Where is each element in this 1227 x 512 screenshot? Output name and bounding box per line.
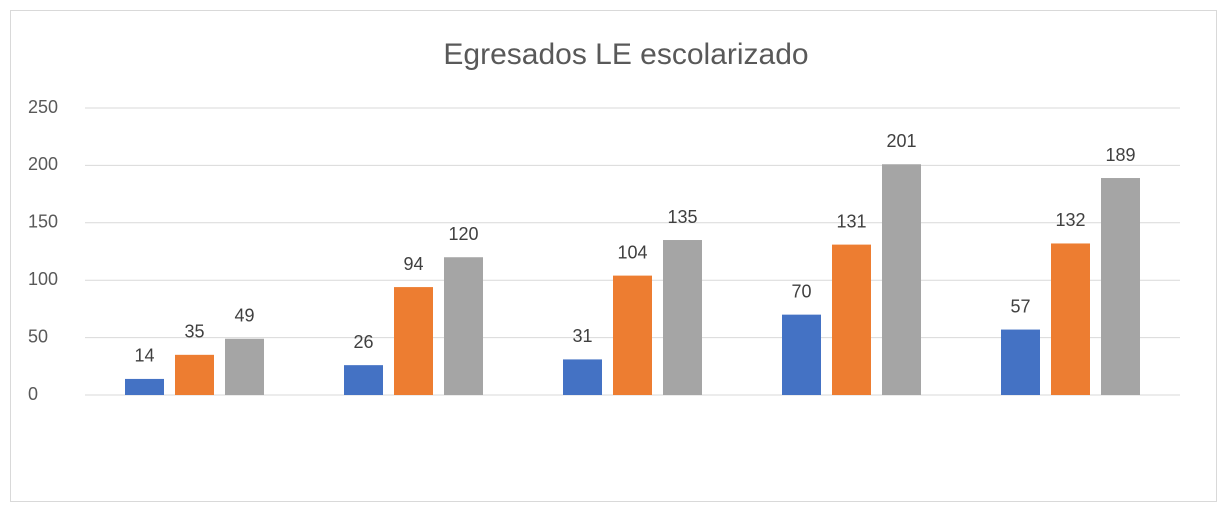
bar [225,338,264,395]
data-label: 189 [1105,145,1135,165]
data-label: 31 [572,326,592,346]
bar [394,287,433,395]
y-tick-label: 100 [28,269,58,289]
y-tick-label: 200 [28,154,58,174]
bar [563,359,602,395]
x-tick-label: 2016 [831,421,871,441]
bar [832,244,871,395]
bar [175,354,214,395]
bar [1051,243,1090,395]
data-label: 120 [448,224,478,244]
x-tick-label: 2013 [174,421,214,441]
data-label: 132 [1055,210,1085,230]
data-label: 131 [836,211,866,231]
data-label: 201 [886,131,916,151]
y-tick-label: 50 [28,326,48,346]
data-label: 94 [403,254,423,274]
bar [782,314,821,395]
data-label: 135 [667,207,697,227]
data-label: 70 [791,281,811,301]
bar [1101,178,1140,395]
bar [1001,329,1040,395]
bar [125,378,164,395]
data-label: 104 [617,242,647,262]
bar [444,257,483,395]
y-tick-label: 250 [28,97,58,117]
bar [613,275,652,395]
data-label: 49 [234,305,254,325]
x-tick-label: 2014 [393,421,433,441]
y-tick-label: 150 [28,212,58,232]
data-label: 57 [1010,296,1030,316]
x-tick-label: 2017 [1050,421,1090,441]
y-tick-label: 0 [28,384,38,404]
bar [663,240,702,395]
chart-border [10,10,1217,502]
data-label: 35 [184,322,204,342]
bar [344,365,383,395]
chart-title: Egresados LE escolarizado [443,38,808,71]
bar [882,164,921,395]
data-label: 26 [353,332,373,352]
data-label: 14 [134,346,154,366]
